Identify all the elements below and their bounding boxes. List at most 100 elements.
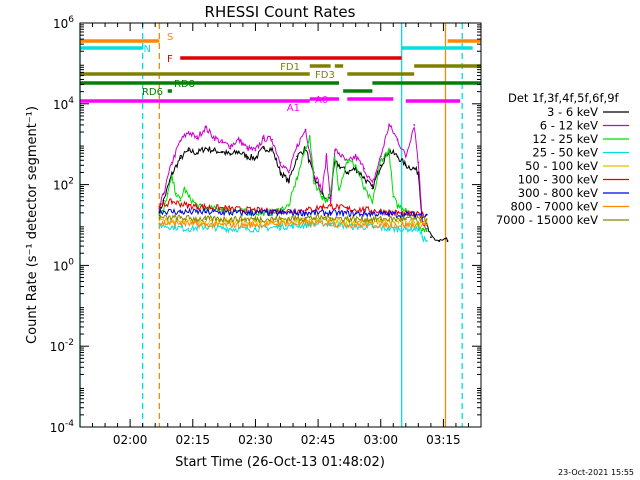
data-point <box>321 192 324 195</box>
data-series <box>158 122 449 243</box>
data-point <box>279 211 282 214</box>
data-point <box>417 161 420 164</box>
data-point <box>388 124 391 126</box>
x-tick-label: 03:15 <box>426 433 461 447</box>
x-tick-label: 03:00 <box>363 433 398 447</box>
data-point <box>229 145 232 147</box>
data-point <box>425 218 428 220</box>
data-point <box>262 137 265 140</box>
legend-label: 800 - 7000 keV <box>510 200 598 214</box>
data-point <box>212 149 215 152</box>
data-point <box>204 147 207 150</box>
data-point <box>346 171 349 174</box>
x-tick-label: 02:00 <box>113 433 148 447</box>
x-tick-label: 02:15 <box>175 433 210 447</box>
data-point <box>158 216 161 219</box>
data-point <box>271 138 274 141</box>
data-point <box>304 216 307 219</box>
data-point <box>254 228 257 230</box>
data-point <box>304 222 307 225</box>
data-point <box>338 187 340 190</box>
series-line <box>158 122 427 230</box>
y-tick-label: 10-2 <box>50 338 74 354</box>
data-point <box>158 222 161 225</box>
y-tick-exponent: -4 <box>65 419 74 429</box>
series-6 <box>158 207 428 220</box>
data-point <box>379 220 382 223</box>
data-point <box>304 224 307 226</box>
data-point <box>363 167 365 170</box>
series-7 <box>158 218 428 230</box>
series-line <box>158 213 428 225</box>
data-point <box>179 220 182 223</box>
data-point <box>179 157 182 160</box>
data-point <box>388 149 391 152</box>
data-point <box>425 230 428 233</box>
y-tick-exponent: -2 <box>65 338 74 348</box>
data-point <box>204 224 207 226</box>
data-point <box>229 224 232 226</box>
data-point <box>254 149 257 152</box>
axes: 02:00 02:15 02:30 02:45 03:00 03:15 10-4 10-2 10… <box>50 15 482 447</box>
x-tick-label: 02:30 <box>238 433 273 447</box>
data-point <box>304 128 307 131</box>
data-point <box>379 212 382 215</box>
data-point <box>183 187 186 190</box>
series-line <box>158 219 427 243</box>
flag-label-a1: A1 <box>287 103 300 114</box>
data-point <box>338 152 340 155</box>
data-point <box>338 164 340 167</box>
data-point <box>229 208 232 210</box>
data-point <box>166 192 169 195</box>
data-point <box>279 161 282 164</box>
y-axis-label: Count Rate (s⁻¹ detector segment⁻¹) <box>25 106 40 344</box>
legend-label: 6 - 12 keV <box>540 119 598 133</box>
data-point <box>254 209 257 212</box>
data-point <box>296 176 299 179</box>
data-point <box>158 224 161 226</box>
data-point <box>392 195 395 198</box>
legend-label: 300 - 800 keV <box>518 186 598 200</box>
data-point <box>329 192 332 195</box>
data-point <box>237 150 240 153</box>
y-tick-label: 10-4 <box>50 419 75 435</box>
data-point <box>446 240 449 242</box>
flag-label-rd8: RD8 <box>174 79 195 90</box>
series-line <box>158 145 449 242</box>
data-point <box>187 204 190 207</box>
data-point <box>379 218 382 220</box>
flag-label-rd6: RD6 <box>142 87 163 98</box>
data-point <box>187 228 190 230</box>
data-point <box>221 150 223 153</box>
legend-label: 50 - 100 keV <box>525 159 598 173</box>
data-point <box>404 220 407 223</box>
data-point <box>425 224 428 226</box>
data-point <box>196 152 198 155</box>
data-point <box>271 148 274 151</box>
data-point <box>438 240 441 242</box>
data-point <box>287 204 290 207</box>
data-point <box>204 206 207 208</box>
data-point <box>425 240 428 242</box>
data-point <box>388 228 391 230</box>
data-point <box>333 149 336 152</box>
series-line <box>159 218 427 230</box>
data-point <box>329 222 332 225</box>
x-tick-label: 02:45 <box>301 433 336 447</box>
data-point <box>279 171 282 174</box>
data-point <box>204 220 207 223</box>
data-point <box>354 164 357 167</box>
y-tick-exponent: 6 <box>68 15 74 25</box>
data-point <box>296 155 299 158</box>
data-point <box>158 206 161 208</box>
legend-label: 3 - 6 keV <box>547 105 598 119</box>
data-point <box>254 220 257 223</box>
data-point <box>287 171 290 174</box>
data-point <box>204 211 207 213</box>
data-point <box>170 200 173 203</box>
data-point <box>170 161 173 164</box>
y-tick-label: 100 <box>53 257 74 273</box>
data-point <box>325 199 328 202</box>
